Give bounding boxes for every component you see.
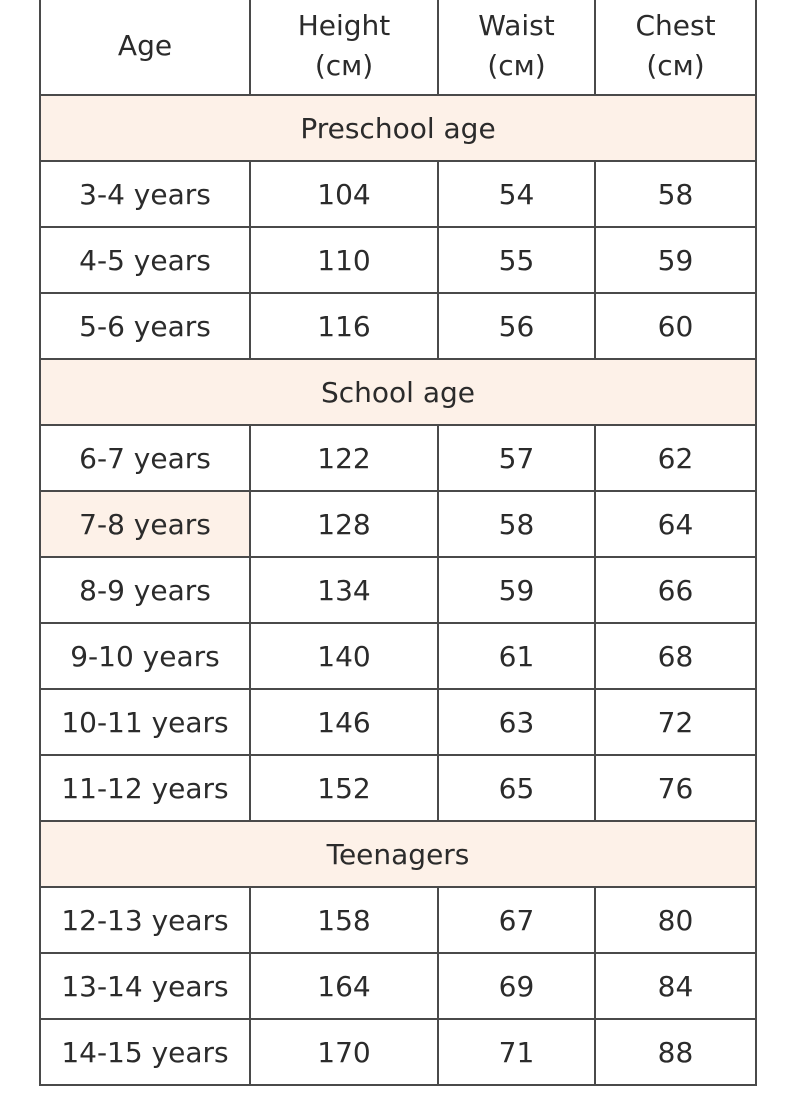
cell-height: 152: [249, 754, 439, 822]
cell-age: 11-12 years: [39, 754, 251, 822]
cell-height: 146: [249, 688, 439, 756]
section-title: Preschool age: [39, 94, 757, 162]
cell-chest: 80: [594, 886, 757, 954]
cell-age: 9-10 years: [39, 622, 251, 690]
cell-height: 170: [249, 1018, 439, 1086]
cell-height: 158: [249, 886, 439, 954]
cell-age: 13-14 years: [39, 952, 251, 1020]
table-row: 3-4 years 104 54 58: [39, 160, 757, 228]
cell-chest: 64: [594, 490, 757, 558]
cell-waist: 69: [437, 952, 596, 1020]
table-row: 13-14 years 164 69 84: [39, 952, 757, 1020]
table-row: 6-7 years 122 57 62: [39, 424, 757, 492]
table-row: 4-5 years 110 55 59: [39, 226, 757, 294]
cell-chest: 60: [594, 292, 757, 360]
cell-waist: 58: [437, 490, 596, 558]
header-height: Height (см): [249, 0, 439, 96]
cell-age: 12-13 years: [39, 886, 251, 954]
section-header-row: School age: [39, 358, 757, 426]
table-row: 5-6 years 116 56 60: [39, 292, 757, 360]
cell-age: 4-5 years: [39, 226, 251, 294]
cell-height: 140: [249, 622, 439, 690]
header-waist-unit: (см): [487, 49, 546, 82]
cell-height: 134: [249, 556, 439, 624]
cell-chest: 68: [594, 622, 757, 690]
cell-age: 6-7 years: [39, 424, 251, 492]
cell-waist: 56: [437, 292, 596, 360]
header-chest-label: Chest: [635, 9, 716, 42]
cell-height: 122: [249, 424, 439, 492]
cell-chest: 59: [594, 226, 757, 294]
table-row: 9-10 years 140 61 68: [39, 622, 757, 690]
table-row: 14-15 years 170 71 88: [39, 1018, 757, 1086]
cell-waist: 57: [437, 424, 596, 492]
cell-age: 5-6 years: [39, 292, 251, 360]
table-row: 11-12 years 152 65 76: [39, 754, 757, 822]
table-row: 7-8 years 128 58 64: [39, 490, 757, 558]
cell-waist: 54: [437, 160, 596, 228]
header-row: Age Height (см) Waist (см) Chest (см): [39, 0, 757, 96]
header-waist: Waist (см): [437, 0, 596, 96]
header-chest-unit: (см): [646, 49, 705, 82]
section-header-row: Preschool age: [39, 94, 757, 162]
cell-height: 116: [249, 292, 439, 360]
cell-chest: 66: [594, 556, 757, 624]
table-row: 10-11 years 146 63 72: [39, 688, 757, 756]
header-height-label: Height: [297, 9, 391, 42]
cell-chest: 62: [594, 424, 757, 492]
header-chest: Chest (см): [594, 0, 757, 96]
table-row: 8-9 years 134 59 66: [39, 556, 757, 624]
size-chart-table: Age Height (см) Waist (см) Chest (см) Pr…: [39, 0, 757, 1086]
cell-chest: 58: [594, 160, 757, 228]
cell-height: 110: [249, 226, 439, 294]
cell-waist: 71: [437, 1018, 596, 1086]
cell-height: 164: [249, 952, 439, 1020]
cell-waist: 65: [437, 754, 596, 822]
cell-waist: 59: [437, 556, 596, 624]
cell-age: 10-11 years: [39, 688, 251, 756]
header-age: Age: [39, 0, 251, 96]
header-height-unit: (см): [314, 49, 374, 82]
section-title: Teenagers: [39, 820, 757, 888]
table-body: Preschool age 3-4 years 104 54 58 4-5 years 11…: [39, 94, 757, 1086]
cell-chest: 84: [594, 952, 757, 1020]
table-header: Age Height (см) Waist (см) Chest (см): [39, 0, 757, 96]
table-row: 12-13 years 158 67 80: [39, 886, 757, 954]
cell-chest: 76: [594, 754, 757, 822]
section-header-row: Teenagers: [39, 820, 757, 888]
cell-waist: 63: [437, 688, 596, 756]
cell-height: 104: [249, 160, 439, 228]
cell-height: 128: [249, 490, 439, 558]
cell-waist: 61: [437, 622, 596, 690]
section-title: School age: [39, 358, 757, 426]
cell-chest: 72: [594, 688, 757, 756]
cell-age: 7-8 years: [39, 490, 251, 558]
header-waist-label: Waist: [478, 9, 555, 42]
cell-chest: 88: [594, 1018, 757, 1086]
cell-waist: 67: [437, 886, 596, 954]
cell-age: 3-4 years: [39, 160, 251, 228]
cell-age: 8-9 years: [39, 556, 251, 624]
cell-waist: 55: [437, 226, 596, 294]
cell-age: 14-15 years: [39, 1018, 251, 1086]
